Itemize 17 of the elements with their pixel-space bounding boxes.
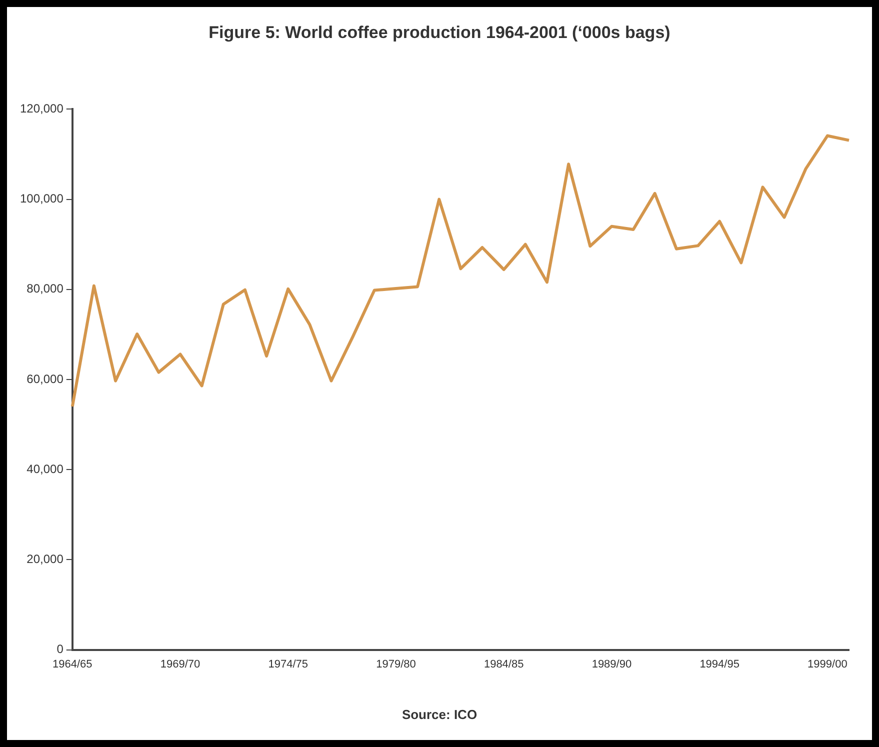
- x-tick-label: 1979/80: [376, 658, 416, 670]
- y-tick-label: 40,000: [26, 462, 64, 476]
- y-tick-label: 80,000: [26, 282, 64, 296]
- y-tick-label: 0: [56, 642, 64, 656]
- y-tick-label: 20,000: [26, 552, 64, 566]
- x-tick-label: 1974/75: [268, 658, 308, 670]
- chart-title: Figure 5: World coffee production 1964-2001 (‘000s bags): [208, 23, 672, 43]
- x-tick-label: 1964/65: [52, 658, 92, 670]
- source-note: Source: ICO: [400, 707, 478, 722]
- x-tick-label: 1969/70: [160, 658, 200, 670]
- y-tick-label: 100,000: [20, 192, 64, 206]
- x-tick-label: 1984/85: [484, 658, 524, 670]
- y-tick-label: 60,000: [26, 372, 64, 386]
- y-tick-label: 120,000: [20, 102, 64, 116]
- x-tick-label: 1994/95: [700, 658, 740, 670]
- x-tick-label: 1999/00: [808, 658, 848, 670]
- x-tick-label: 1989/90: [592, 658, 632, 670]
